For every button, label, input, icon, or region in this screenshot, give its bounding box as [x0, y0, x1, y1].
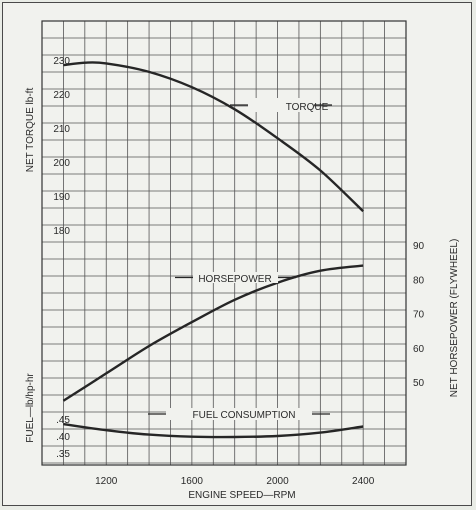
x-tick-label: 1200	[95, 476, 118, 487]
horsepower-curve	[62, 264, 364, 402]
x-tick-label: 1600	[181, 476, 204, 487]
fuel-series-label: FUEL CONSUMPTION	[193, 410, 296, 421]
torque-tick-label: 190	[53, 192, 70, 203]
y-axis-title-horsepower: NET HORSEPOWER (FLYWHEEL)	[449, 239, 460, 398]
fuel-curve	[63, 422, 364, 439]
chart-frame	[2, 2, 472, 506]
tick-labels: 1200 1600 2000 2400 180 190 200 210 220 230 50 60 70…	[53, 56, 424, 487]
horsepower-tick-label: 50	[413, 378, 425, 389]
y-axis-title-torque: NET TORQUE lb-ft	[25, 88, 36, 173]
fuel-tick-label: .45	[56, 415, 70, 426]
torque-series-label: TORQUE	[286, 102, 329, 113]
grid	[41, 20, 407, 466]
torque-tick-label: 180	[53, 226, 70, 237]
horsepower-tick-label: 80	[413, 275, 425, 286]
torque-tick-label: 210	[53, 124, 70, 135]
plot-border	[41, 20, 407, 466]
torque-label-mask	[248, 98, 314, 112]
horsepower-tick-label: 90	[413, 241, 425, 252]
fuel-label-mask	[166, 408, 312, 420]
x-axis-title: ENGINE SPEED—RPM	[188, 490, 295, 501]
fuel-tick-label: .35	[56, 449, 70, 460]
torque-curve	[63, 61, 365, 213]
horsepower-label-mask	[193, 272, 278, 283]
x-tick-label: 2000	[266, 476, 289, 487]
x-tick-label: 2400	[352, 476, 375, 487]
horsepower-tick-label: 70	[413, 310, 425, 321]
fuel-tick-label: .40	[56, 432, 70, 443]
labels: TORQUE HORSEPOWER FUEL CONSUMPTION	[148, 98, 332, 421]
horsepower-tick-label: 60	[413, 344, 425, 355]
torque-tick-label: 220	[53, 90, 70, 101]
y-axis-title-fuel: FUEL—lb/hp-hr	[25, 373, 36, 443]
horsepower-series-label: HORSEPOWER	[198, 274, 271, 285]
torque-tick-label: 200	[53, 158, 70, 169]
torque-tick-label: 230	[53, 56, 70, 67]
curves	[62, 61, 365, 439]
